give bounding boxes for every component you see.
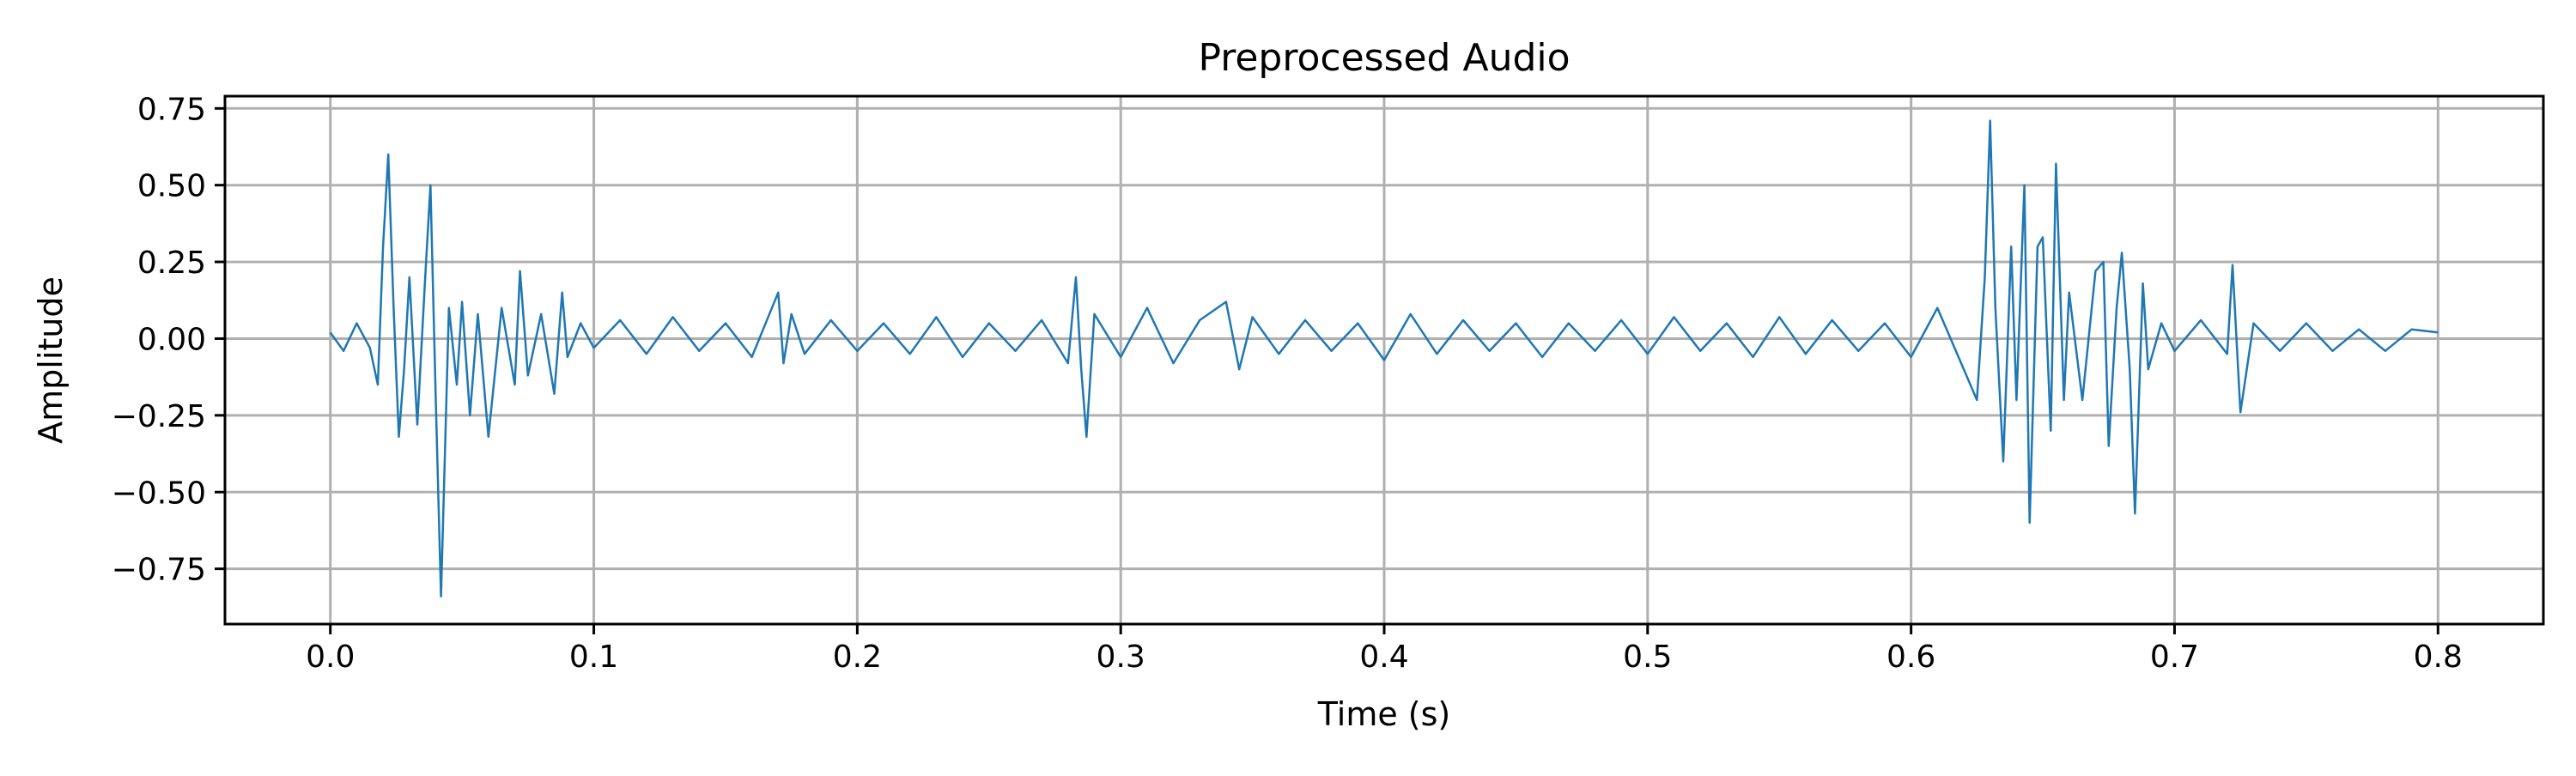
x-tick-label: 0.6 [1886,640,1935,675]
y-tick-label: 0.50 [137,169,206,204]
grid [225,96,2543,624]
y-tick-label: −0.75 [112,553,206,588]
x-tick-label: 0.8 [2414,640,2463,675]
y-tick-label: 0.25 [137,246,206,281]
y-axis-label: Amplitude [32,276,70,444]
x-axis-label: Time (s) [1317,695,1451,733]
x-tick-label: 0.0 [306,640,355,675]
series-layer [329,119,2439,598]
x-tick-label: 0.5 [1623,640,1672,675]
y-tick-label: 0.75 [137,92,206,127]
ticks: 0.0 0.1 0.2 0.3 0.4 0.5 0.6 0.7 0.8 0.75 0.50 0.25 0… [112,92,2463,675]
x-tick-label: 0.1 [569,640,618,675]
y-tick-label: 0.00 [137,322,206,357]
x-tick-label: 0.2 [833,640,882,675]
x-tick-label: 0.4 [1359,640,1408,675]
y-tick-label: −0.25 [112,399,206,434]
y-tick-label: −0.50 [112,476,206,511]
chart-title: Preprocessed Audio [1198,36,1570,80]
x-tick-label: 0.7 [2150,640,2199,675]
x-tick-label: 0.3 [1097,640,1145,675]
series-line [329,119,2439,598]
